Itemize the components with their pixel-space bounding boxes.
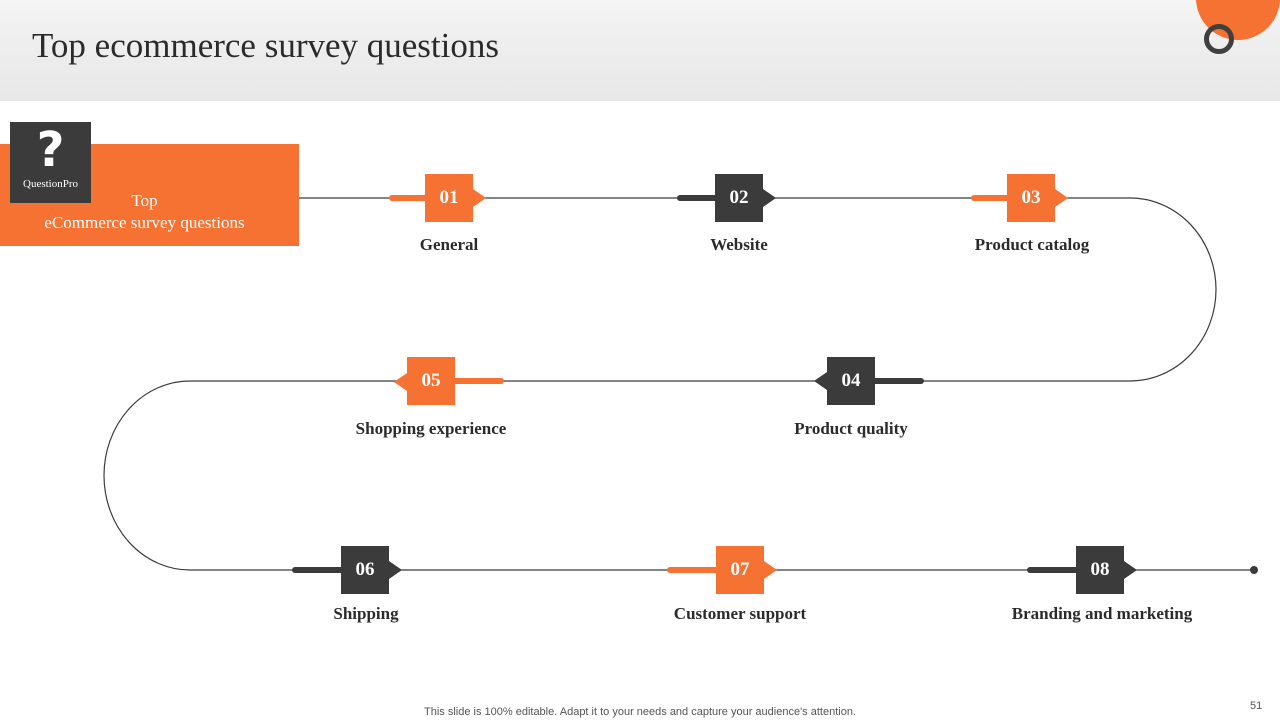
slide-title: Top ecommerce survey questions <box>32 26 499 65</box>
track-path <box>103 197 1254 571</box>
step-03-label: Product catalog <box>974 235 1090 254</box>
step-06-arrow-icon <box>389 561 402 579</box>
step-05-label: Shopping experience <box>355 419 507 438</box>
step-02-stub <box>677 195 719 201</box>
intro-line-1: Top <box>131 191 158 210</box>
step-04-label: Product quality <box>794 419 908 438</box>
step-01-box: 01 <box>425 174 473 222</box>
step-07-stub <box>667 567 720 573</box>
step-08-stub <box>1027 567 1080 573</box>
step-06-stub <box>292 567 345 573</box>
logo-text: QuestionPro <box>23 178 78 190</box>
step-05-arrow-icon <box>394 373 407 391</box>
intro-text: Top eCommerce survey questions <box>0 190 289 234</box>
step-07-arrow-icon <box>764 561 777 579</box>
step-02-arrow-icon <box>763 189 776 207</box>
step-03-stub <box>971 195 1013 201</box>
intro-line-2: eCommerce survey questions <box>44 213 245 232</box>
corner-ring-decoration <box>1204 24 1234 54</box>
questionpro-logo: ? QuestionPro <box>10 122 91 203</box>
step-08-box: 08 <box>1076 546 1124 594</box>
step-01-stub <box>389 195 429 201</box>
step-06-box: 06 <box>341 546 389 594</box>
step-07-box: 07 <box>716 546 764 594</box>
step-02-label: Website <box>710 235 768 254</box>
page-number: 51 <box>1250 700 1263 712</box>
step-04-arrow-icon <box>814 372 827 390</box>
header-band <box>0 0 1280 101</box>
question-mark-icon: ? <box>36 122 65 178</box>
step-04-stub <box>872 378 924 384</box>
step-02-box: 02 <box>715 174 763 222</box>
track-end-dot <box>1250 566 1258 574</box>
step-06-label: Shipping <box>333 604 399 623</box>
step-04-box: 04 <box>827 357 875 405</box>
step-01-label: General <box>419 235 479 254</box>
step-05-stub <box>452 378 504 384</box>
step-08-label: Branding and marketing <box>1011 604 1193 623</box>
step-07-label: Customer support <box>673 604 807 623</box>
step-08-arrow-icon <box>1124 561 1137 579</box>
step-01-arrow-icon <box>473 189 486 207</box>
step-03-box: 03 <box>1007 174 1055 222</box>
step-03-arrow-icon <box>1055 189 1068 207</box>
step-05-box: 05 <box>407 357 455 405</box>
footer-note: This slide is 100% editable. Adapt it to… <box>424 706 856 718</box>
